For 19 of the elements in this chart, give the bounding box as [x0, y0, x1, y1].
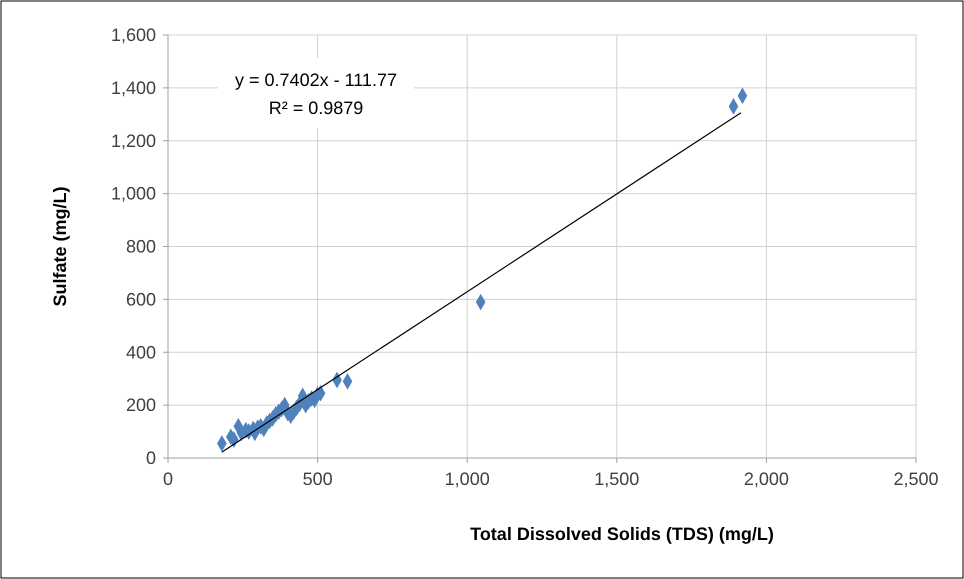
y-axis-title: Sulfate (mg/L) — [50, 186, 70, 306]
y-tick-label: 600 — [126, 289, 156, 310]
x-tick-label: 1,500 — [594, 469, 640, 489]
y-tick-label: 1,200 — [110, 130, 156, 151]
y-tick-label: 800 — [126, 236, 156, 256]
annotation: y = 0.7402x - 111.77 — [235, 70, 397, 90]
y-tick-label: 1,600 — [110, 25, 156, 45]
x-tick-label: 0 — [162, 469, 174, 489]
annotation: R² = 0.9879 — [268, 98, 364, 118]
x-axis-title: Total Dissolved Solids (TDS) (mg/L) — [470, 524, 774, 544]
x-tick-label: 2,000 — [744, 469, 789, 489]
x-tick-label: 500 — [302, 469, 333, 489]
y-tick-label: 1,000 — [110, 184, 156, 204]
x-tick-label: 1,000 — [444, 469, 490, 489]
y-tick-label: 0 — [146, 448, 156, 468]
y-tick-label: 1,400 — [110, 78, 156, 98]
x-tick-label: 2,500 — [893, 469, 939, 489]
y-tick-label: 400 — [126, 342, 156, 362]
y-tick-label: 200 — [126, 395, 156, 416]
